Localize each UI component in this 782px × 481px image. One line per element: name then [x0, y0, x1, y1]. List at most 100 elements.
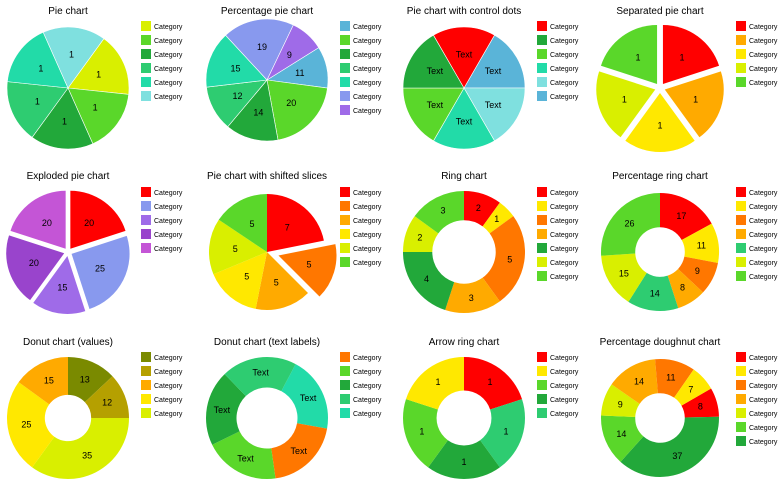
chart-10: Donut chart (text labels) Text Text Text Tex… [205, 337, 382, 479]
legend-swatch [736, 63, 746, 73]
legend-swatch [537, 49, 547, 59]
legend-label: Category [154, 383, 183, 390]
legend-label: Category [550, 246, 579, 253]
slice-label: 9 [695, 266, 700, 276]
pie-slice [600, 193, 660, 256]
pie-slice [674, 369, 712, 406]
legend-label: Category [154, 397, 183, 404]
legend-label: Category [154, 369, 183, 376]
pie-slice [600, 24, 658, 84]
pie-slice [68, 357, 113, 403]
slice-label: 1 [35, 97, 40, 107]
legend-label: Category [353, 108, 382, 115]
slice-label: 1 [487, 377, 492, 387]
pie-slice [33, 255, 86, 314]
pie-slice [403, 252, 455, 311]
pie-slice [70, 190, 126, 249]
legend-label: Category [749, 232, 778, 239]
chart-title: Exploded pie chart [27, 171, 110, 182]
pie-slice [281, 364, 329, 429]
legend-swatch [736, 422, 746, 432]
legend-swatch [736, 408, 746, 418]
slice-label: 4 [424, 274, 429, 284]
chart-title: Ring chart [441, 171, 487, 182]
legend-label: Category [353, 232, 382, 239]
legend-label: Category [154, 204, 183, 211]
legend-swatch [141, 229, 151, 239]
slice-label: 1 [62, 116, 67, 126]
legend-label: Category [154, 38, 183, 45]
legend-swatch [340, 35, 350, 45]
pie-slice [402, 87, 465, 142]
slice-label: 20 [29, 258, 39, 268]
pie-slice [678, 256, 718, 293]
legend-swatch [736, 257, 746, 267]
legend-swatch [340, 77, 350, 87]
legend-label: Category [353, 355, 382, 362]
pie-slice [445, 277, 500, 313]
slice-label: 26 [624, 218, 634, 228]
slice-label: 1 [93, 103, 98, 113]
legend-swatch [537, 187, 547, 197]
legend-label: Category [154, 411, 183, 418]
legend-swatch [340, 352, 350, 362]
pie-slice [7, 31, 69, 89]
chart-2: Percentage pie chart 11 20 14 12 15 19 9 Categor… [205, 6, 382, 142]
chart-12: Percentage doughnut chart 8 37 14 9 14 11 7 Cate… [600, 337, 778, 477]
legend-label: Category [154, 66, 183, 73]
slice-label: 20 [286, 98, 296, 108]
legend-label: Category [550, 204, 579, 211]
legend-label: Category [353, 52, 382, 59]
pie-slice [601, 415, 644, 462]
legend-swatch [141, 49, 151, 59]
legend-label: Category [353, 369, 382, 376]
slice-label: 12 [232, 91, 242, 101]
pie-slice [596, 71, 656, 138]
chart-5: Exploded pie chart 20 25 15 20 20 Category Cate… [6, 171, 183, 314]
legend-label: Category [353, 24, 382, 31]
slice-label: 1 [494, 214, 499, 224]
legend-swatch [537, 215, 547, 225]
legend-swatch [141, 91, 151, 101]
legend-swatch [537, 366, 547, 376]
pie-slice [428, 440, 500, 479]
legend-swatch [141, 187, 151, 197]
slice-label: 12 [102, 398, 112, 408]
slice-label: 1 [635, 53, 640, 63]
pie-slice [32, 418, 130, 479]
legend-swatch [537, 201, 547, 211]
legend-swatch [736, 201, 746, 211]
pie-slice [212, 431, 276, 479]
legend-label: Category [353, 66, 382, 73]
slice-label: 8 [680, 282, 685, 292]
legend-label: Category [749, 24, 778, 31]
slice-label: Text [427, 100, 444, 110]
slice-label: 20 [42, 218, 52, 228]
legend-swatch [736, 215, 746, 225]
legend-label: Category [749, 397, 778, 404]
slice-label: 25 [21, 420, 31, 430]
slice-label: 1 [419, 427, 424, 437]
slice-label: 5 [233, 244, 238, 254]
pie-slice [601, 384, 640, 417]
legend-swatch [537, 380, 547, 390]
pie-slice [402, 34, 465, 89]
slice-label: Text [456, 49, 473, 59]
legend-label: Category [550, 66, 579, 73]
pie-slice [482, 216, 525, 302]
pie-slice [71, 235, 130, 309]
pie-slice [266, 79, 328, 141]
legend-label: Category [154, 355, 183, 362]
pie-slice [433, 87, 495, 150]
slice-label: 3 [469, 293, 474, 303]
legend-swatch [340, 408, 350, 418]
pie-slice [224, 356, 296, 397]
slice-label: 35 [82, 451, 92, 461]
chart-9: Donut chart (values) 13 12 35 25 15 Category Ca… [7, 337, 183, 479]
slice-label: 14 [253, 107, 263, 117]
slice-label: 5 [244, 272, 249, 282]
pie-slice [67, 38, 130, 95]
slice-label: 5 [307, 260, 312, 270]
legend-label: Category [353, 383, 382, 390]
slice-label: 1 [435, 377, 440, 387]
